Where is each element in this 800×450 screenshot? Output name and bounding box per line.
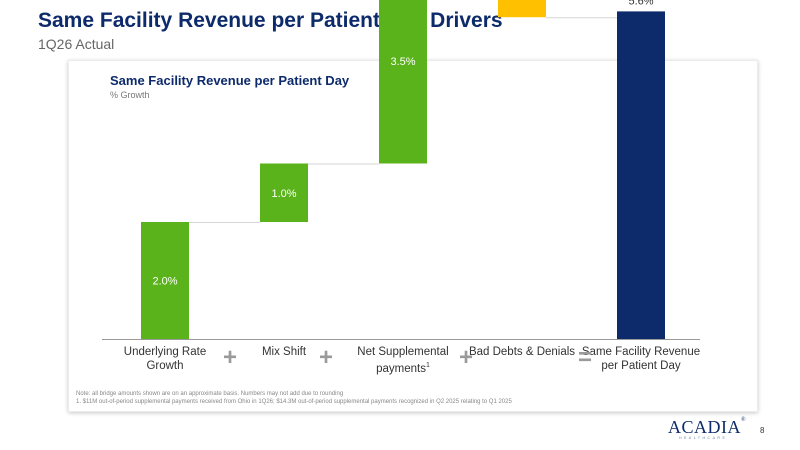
bar-5 — [617, 11, 665, 340]
bar-label-2: 1.0% — [271, 188, 296, 200]
logo-mark: ® — [741, 417, 747, 423]
category-label-1: Underlying Rate Growth — [123, 346, 207, 372]
bar-3 — [379, 0, 427, 164]
company-logo: ACADIA® — [668, 417, 746, 438]
bar-1 — [141, 222, 189, 339]
logo-tagline: HEALTHCARE — [679, 436, 728, 440]
bar-label-1: 2.0% — [152, 276, 177, 288]
category-label-2: Mix Shift — [261, 346, 307, 358]
logo-name: ACADIA — [668, 417, 741, 437]
bar-label-3: 3.5% — [390, 56, 415, 68]
chart-footnote: 1. $11M out-of-period supplemental payme… — [76, 399, 512, 405]
chart-title: Same Facility Revenue per Patient Day — [110, 73, 350, 88]
bar-4 — [498, 0, 546, 18]
footnote-marker: 1 — [425, 362, 430, 369]
plus-operator: + — [222, 344, 237, 371]
bar-2 — [260, 163, 308, 222]
category-label-4: Bad Debts & Denials — [468, 346, 576, 358]
plus-operator: + — [318, 344, 333, 371]
bar-label-5: 5.6% — [628, 0, 653, 7]
slide-subtitle: 1Q26 Actual — [38, 36, 115, 52]
chart-note: Note: all bridge amounts shown are on an… — [76, 391, 344, 397]
equals-operator: = — [577, 344, 592, 371]
plus-operator: + — [458, 344, 473, 371]
category-label-5: Same Facility Revenue per Patient Day — [581, 346, 701, 372]
category-label-3: Net Supplemental payments1 — [357, 346, 449, 375]
page-number: 8 — [760, 426, 765, 435]
chart-subtitle: % Growth — [110, 90, 150, 100]
